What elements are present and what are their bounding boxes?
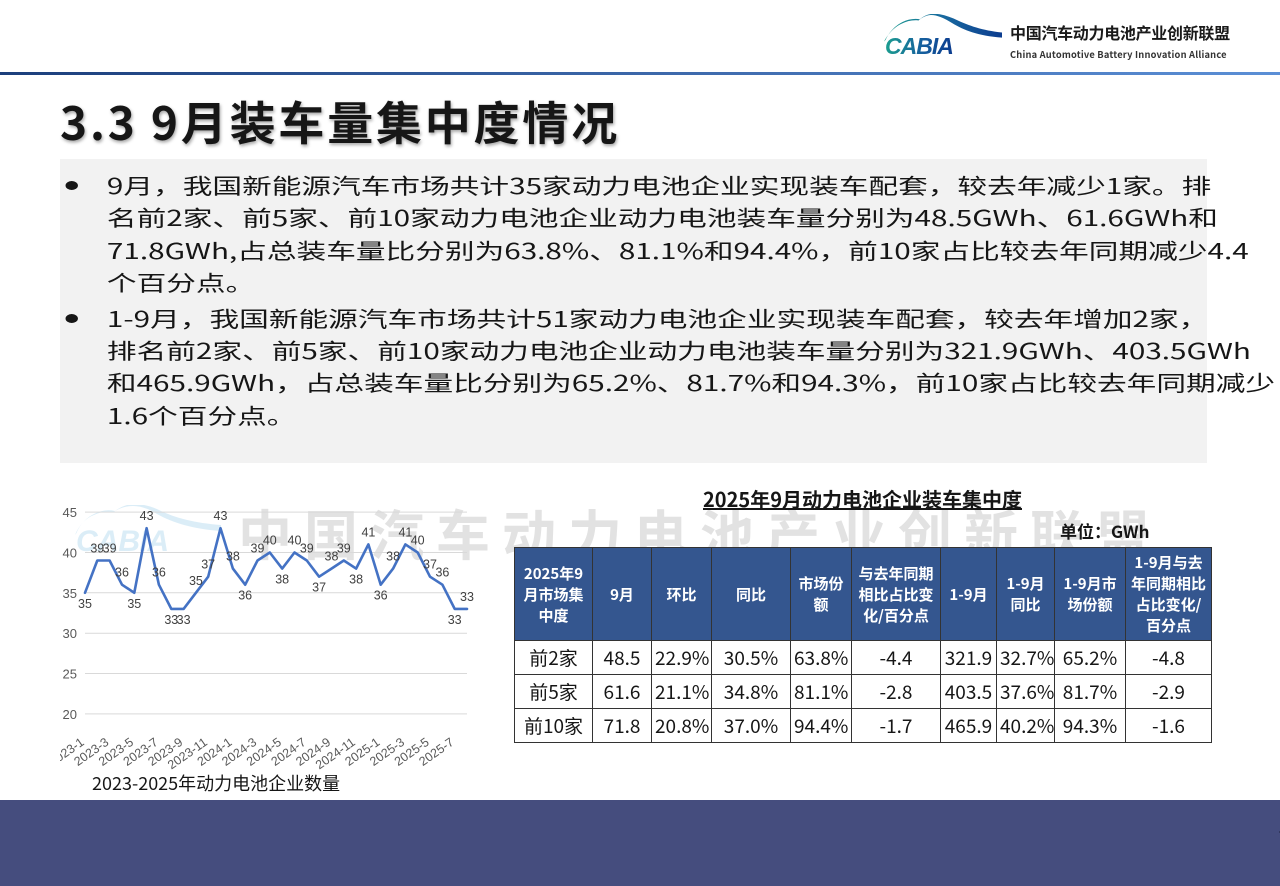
svg-text:20: 20 — [63, 707, 77, 722]
svg-text:38: 38 — [349, 573, 363, 587]
svg-text:CABIA: CABIA — [885, 33, 953, 59]
svg-text:33: 33 — [460, 590, 474, 604]
svg-text:25: 25 — [63, 667, 77, 682]
svg-text:40: 40 — [63, 546, 77, 561]
svg-text:38: 38 — [386, 550, 400, 564]
svg-text:33: 33 — [177, 613, 191, 627]
svg-text:39: 39 — [337, 542, 351, 556]
svg-text:36: 36 — [374, 589, 388, 603]
svg-text:35: 35 — [189, 574, 203, 588]
svg-text:43: 43 — [140, 509, 154, 523]
svg-text:35: 35 — [78, 597, 92, 611]
svg-text:36: 36 — [152, 566, 166, 580]
svg-text:37: 37 — [201, 558, 215, 572]
svg-text:30: 30 — [63, 626, 77, 641]
svg-text:35: 35 — [63, 586, 77, 601]
svg-text:36: 36 — [238, 589, 252, 603]
svg-text:43: 43 — [214, 509, 228, 523]
svg-text:39: 39 — [300, 542, 314, 556]
svg-text:40: 40 — [263, 534, 277, 548]
svg-text:39: 39 — [103, 542, 117, 556]
svg-text:38: 38 — [275, 573, 289, 587]
svg-text:41: 41 — [361, 525, 375, 539]
svg-text:36: 36 — [115, 566, 129, 580]
svg-text:40: 40 — [411, 534, 425, 548]
svg-text:38: 38 — [226, 550, 240, 564]
svg-text:37: 37 — [312, 581, 326, 595]
svg-text:45: 45 — [63, 505, 77, 520]
svg-text:36: 36 — [435, 566, 449, 580]
svg-text:33: 33 — [448, 613, 462, 627]
svg-text:35: 35 — [127, 597, 141, 611]
